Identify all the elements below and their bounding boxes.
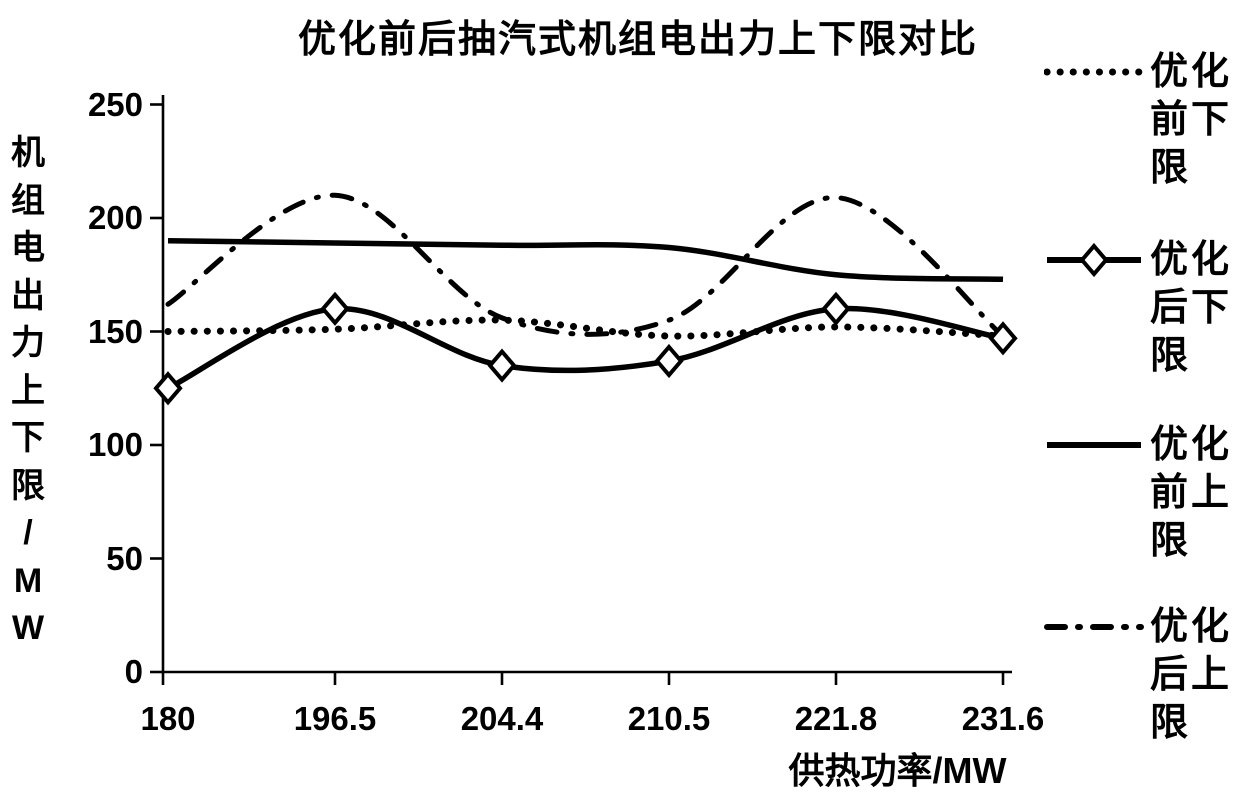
legend-item-pre-lower: 优化前下限	[1044, 48, 1240, 192]
y-tick-label: 200	[87, 199, 143, 236]
x-axis-title: 供热功率/MW	[788, 750, 1007, 791]
y-axis-title-char: 限	[11, 466, 45, 505]
y-axis-title-char: M	[13, 561, 43, 600]
y-tick-label: 50	[106, 539, 143, 577]
y-axis-title-char: W	[11, 609, 45, 647]
x-tick-label: 221.8	[794, 700, 878, 737]
y-axis-title-char: 机	[11, 134, 45, 172]
diamond-marker	[320, 291, 350, 326]
y-axis-title-char: 出	[11, 276, 45, 315]
diamond-marker	[821, 291, 851, 326]
y-axis-title-char: 上	[11, 371, 45, 410]
diamond-marker	[988, 321, 1018, 356]
series-line-2	[167, 237, 1004, 283]
y-axis-title-char: /	[23, 514, 33, 552]
y-axis-title-char: 电	[11, 229, 45, 267]
dashdot-line-icon	[1044, 624, 1144, 630]
diamond-marker	[654, 343, 684, 379]
x-tick-label: 196.5	[293, 700, 377, 737]
y-axis-title-char: 力	[11, 324, 45, 362]
y-axis-title: 机组电出力上下限 / M W	[4, 130, 52, 653]
series-line-0	[164, 316, 1007, 340]
legend-label: 优化后上限	[1150, 606, 1233, 744]
legend-label: 优化前下限	[1150, 51, 1233, 189]
diamond-marker	[487, 348, 517, 383]
legend-item-post-lower: 优化后下限	[1044, 236, 1240, 380]
y-tick-label: 0	[124, 653, 143, 690]
y-axis-title-char: 组	[11, 181, 45, 220]
dotted-line-icon	[1044, 68, 1144, 76]
legend-item-post-upper: 优化后上限	[1044, 603, 1240, 747]
y-tick-label: 150	[87, 312, 143, 350]
solid-line-icon	[1047, 442, 1141, 448]
x-tick-label: 231.6	[961, 700, 1045, 737]
y-tick-label: 100	[87, 426, 143, 463]
legend-label: 优化后下限	[1150, 239, 1233, 377]
series-line-1	[166, 305, 1004, 391]
x-tick-label: 180	[140, 700, 196, 737]
series-line-3	[165, 192, 1006, 339]
diamond-marker	[153, 371, 183, 406]
chart-title: 优化前后抽汽式机组电出力上下限对比	[297, 19, 978, 61]
y-tick-label: 250	[87, 85, 143, 123]
diamond-line-icon	[1047, 242, 1141, 278]
legend-label: 优化前上限	[1150, 424, 1233, 562]
legend-item-pre-upper: 优化前上限	[1044, 421, 1240, 565]
y-axis-title-char: 下	[11, 419, 45, 457]
x-tick-label: 204.4	[460, 700, 544, 737]
x-tick-label: 210.5	[627, 700, 711, 737]
